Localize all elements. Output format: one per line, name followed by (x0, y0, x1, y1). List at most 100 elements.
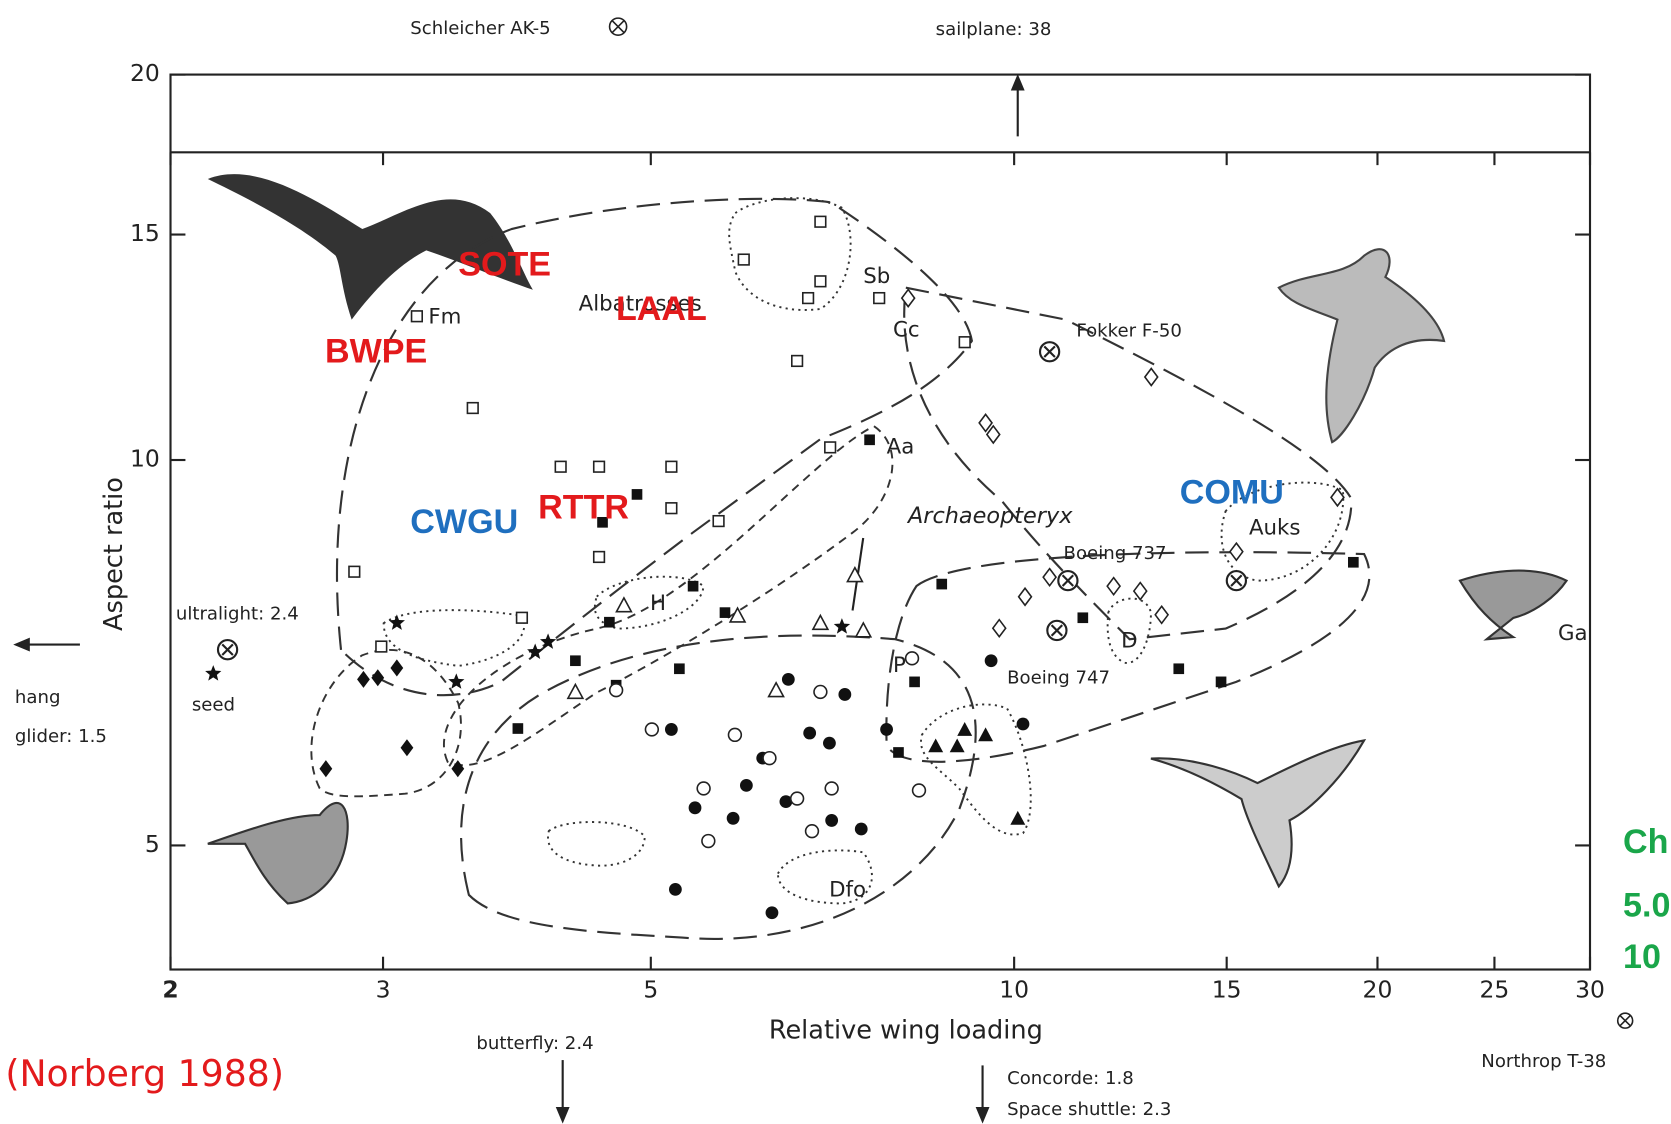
annotation-label: Boeing 747 (1007, 668, 1110, 689)
filled-square-point (570, 655, 581, 666)
annotation-label: Ga (1558, 621, 1588, 646)
y-tick-label: 15 (130, 219, 160, 247)
filled-square-point (720, 607, 731, 618)
filled-square-point (513, 723, 524, 734)
filled-square-point (632, 489, 643, 500)
annotation-label: sailplane: 38 (936, 19, 1052, 40)
open-square-point (803, 293, 814, 304)
open-square-point (594, 552, 605, 563)
open-circle-point (697, 782, 710, 795)
filled-circle-point (740, 779, 753, 792)
circled-x-point (1047, 621, 1066, 640)
species-label: CWGU (410, 503, 518, 541)
filled-square-point (1216, 677, 1227, 688)
y-tick-label: 20 (130, 59, 160, 87)
species-label: SOTE (458, 245, 551, 283)
open-square-point (815, 216, 826, 227)
species-label: BWPE (325, 333, 427, 371)
filled-circle-point (665, 723, 678, 736)
annotation-label: Archaeopteryx (906, 503, 1073, 529)
filled-circle-point (823, 737, 836, 750)
filled-circle-point (803, 727, 816, 740)
circled-x-point (1040, 342, 1059, 361)
filled-square-point (604, 617, 615, 628)
open-square-point (959, 337, 970, 348)
filled-circle-point (838, 688, 851, 701)
filled-circle-point (727, 812, 740, 825)
open-circle-point (906, 652, 919, 665)
annotation-label: Boeing 737 (1064, 543, 1167, 564)
filled-square-point (1348, 557, 1359, 568)
open-square-point (349, 566, 360, 577)
filled-circle-point (880, 723, 893, 736)
filled-square-point (688, 581, 699, 592)
open-square-point (738, 254, 749, 265)
y-tick-label: 10 (130, 445, 160, 473)
annotation-label: Fm (428, 304, 461, 329)
filled-square-point (893, 747, 904, 758)
x-axis-label: Relative wing loading (769, 1015, 1043, 1045)
open-square-point (825, 442, 836, 453)
circled-x-point (1227, 571, 1246, 590)
filled-square-point (674, 663, 685, 674)
annotation-label: Concorde: 1.8 (1007, 1068, 1134, 1089)
open-circle-point (825, 782, 838, 795)
x-tick-label: 10 (999, 975, 1029, 1003)
annotation-label: Auks (1249, 515, 1301, 540)
filled-circle-point (825, 814, 838, 827)
annotation-label: Sb (863, 264, 890, 289)
open-square-point (412, 311, 423, 322)
annotation-label: P (893, 653, 906, 678)
background (0, 0, 1671, 1124)
filled-square-point (864, 434, 875, 445)
open-square-point (517, 612, 528, 623)
annotation-label: D (1121, 628, 1137, 653)
annotation-label: Dfo (829, 878, 866, 903)
open-circle-point (702, 835, 715, 848)
circled-x-point (1058, 571, 1077, 590)
annotation-label: Space shuttle: 2.3 (1007, 1099, 1171, 1120)
filled-circle-point (1017, 718, 1030, 731)
species-label: 10 (1623, 938, 1661, 976)
annotation-label: Fokker F-50 (1076, 320, 1182, 341)
x-tick-label: 5 (643, 975, 658, 1003)
open-circle-point (913, 784, 926, 797)
open-circle-point (763, 752, 776, 765)
species-label: 5.0 (1623, 887, 1670, 925)
x-tick-label: 2 (162, 975, 178, 1003)
open-circle-point (791, 792, 804, 805)
chart: Relative wing loading Aspect ratio 23510… (0, 0, 1671, 1124)
open-circle-point (729, 728, 742, 741)
annotation-label: H (650, 591, 666, 616)
annotation-label: Northrop T-38 (1481, 1051, 1606, 1072)
circled-x-point (218, 640, 237, 659)
x-tick-label: 20 (1363, 975, 1393, 1003)
filled-square-point (909, 677, 920, 688)
open-circle-point (610, 684, 623, 697)
open-square-point (666, 503, 677, 514)
x-tick-label: 3 (376, 975, 391, 1003)
x-tick-label: 15 (1212, 975, 1242, 1003)
open-circle-point (814, 686, 827, 699)
x-tick-label: 25 (1480, 975, 1510, 1003)
open-square-point (815, 276, 826, 287)
y-tick-label: 5 (145, 830, 160, 858)
open-circle-point (645, 723, 658, 736)
annotation-label: hang (15, 687, 61, 708)
species-label: Ch (1623, 823, 1668, 861)
filled-circle-point (985, 654, 998, 667)
open-square-point (594, 461, 605, 472)
annotation-label: Cc (893, 317, 920, 342)
species-label: RTTR (538, 488, 629, 526)
annotation-label: butterfly: 2.4 (476, 1033, 593, 1054)
filled-circle-point (855, 823, 868, 836)
species-label: LAAL (616, 290, 707, 328)
filled-square-point (1173, 663, 1184, 674)
annotation-label: seed (192, 694, 235, 715)
species-label: COMU (1180, 473, 1284, 511)
annotation-label: glider: 1.5 (15, 726, 107, 747)
filled-circle-point (689, 801, 702, 814)
annotation-label: ultralight: 2.4 (176, 604, 299, 625)
open-circle-point (806, 825, 819, 838)
filled-square-point (936, 579, 947, 590)
